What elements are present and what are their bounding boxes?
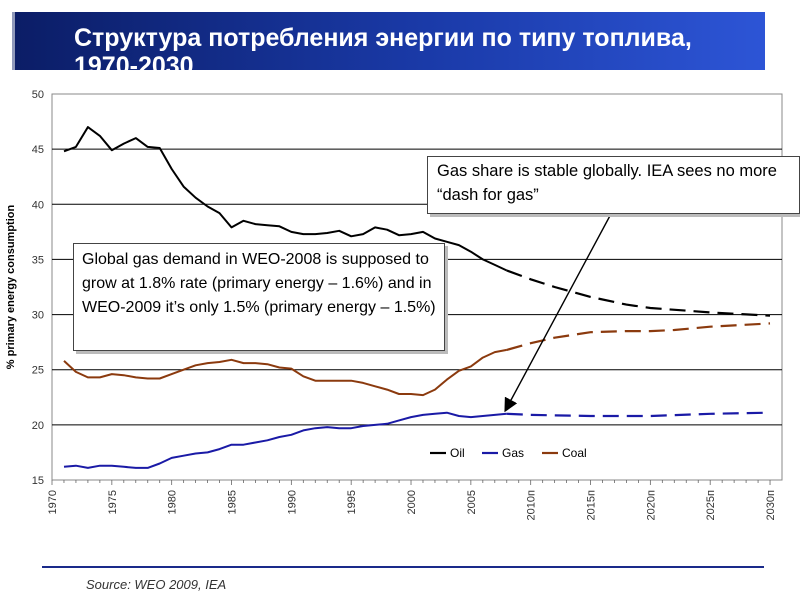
- callout-arrow: [504, 211, 613, 413]
- y-tick-label: 20: [32, 420, 44, 432]
- slide-title: Структура потребления энергии по типу то…: [74, 24, 692, 70]
- coal-historical-line: [63, 348, 507, 397]
- legend-label-gas: Gas: [502, 446, 524, 460]
- y-tick-label: 45: [32, 144, 44, 156]
- x-tick-label: 1990: [286, 490, 298, 514]
- title-bar: Структура потребления энергии по типу то…: [12, 12, 765, 70]
- x-tick-label: 2005: [466, 490, 478, 514]
- plot-frame: [51, 93, 783, 481]
- y-tick-label: 50: [32, 89, 44, 101]
- y-tick-label: 35: [32, 254, 44, 266]
- title-accent: [12, 12, 15, 70]
- legend-label-oil: Oil: [450, 446, 465, 460]
- y-tick-label: 15: [32, 475, 44, 487]
- x-tick-label: 1995: [346, 490, 358, 514]
- x-tick-label: 2010п: [526, 490, 538, 520]
- legend-label-coal: Coal: [562, 446, 587, 460]
- gas-projection-line: [506, 411, 771, 418]
- x-tick-label: 1980: [167, 490, 179, 514]
- x-tick-label: 1975: [107, 490, 119, 514]
- x-tick-label: 1985: [227, 490, 239, 514]
- callout-gas-share: Gas share is stable globally. IEA sees n…: [427, 156, 800, 214]
- gas-historical-line: [63, 411, 507, 469]
- x-tick-label: 2025п: [705, 490, 717, 520]
- y-axis-label: % primary energy consumption: [5, 205, 17, 370]
- coal-projection-line: [506, 322, 771, 351]
- oil-projection-line: [506, 269, 771, 317]
- callout-gas-demand: Global gas demand in WEO-2008 is suppose…: [73, 243, 445, 351]
- y-tick-label: 30: [32, 310, 44, 322]
- y-tick-label: 25: [32, 365, 44, 377]
- x-tick-label: 2000: [406, 490, 418, 514]
- source-note: Source: WEO 2009, IEA: [86, 577, 227, 592]
- x-tick-label: 2020п: [645, 490, 657, 520]
- x-tick-label: 2015п: [586, 490, 598, 520]
- x-tick-label: 1970: [47, 490, 59, 514]
- oil-historical-line: [63, 126, 508, 272]
- x-tick-label: 2030п: [765, 490, 777, 520]
- y-tick-label: 40: [32, 199, 44, 211]
- footer-divider: [42, 566, 764, 568]
